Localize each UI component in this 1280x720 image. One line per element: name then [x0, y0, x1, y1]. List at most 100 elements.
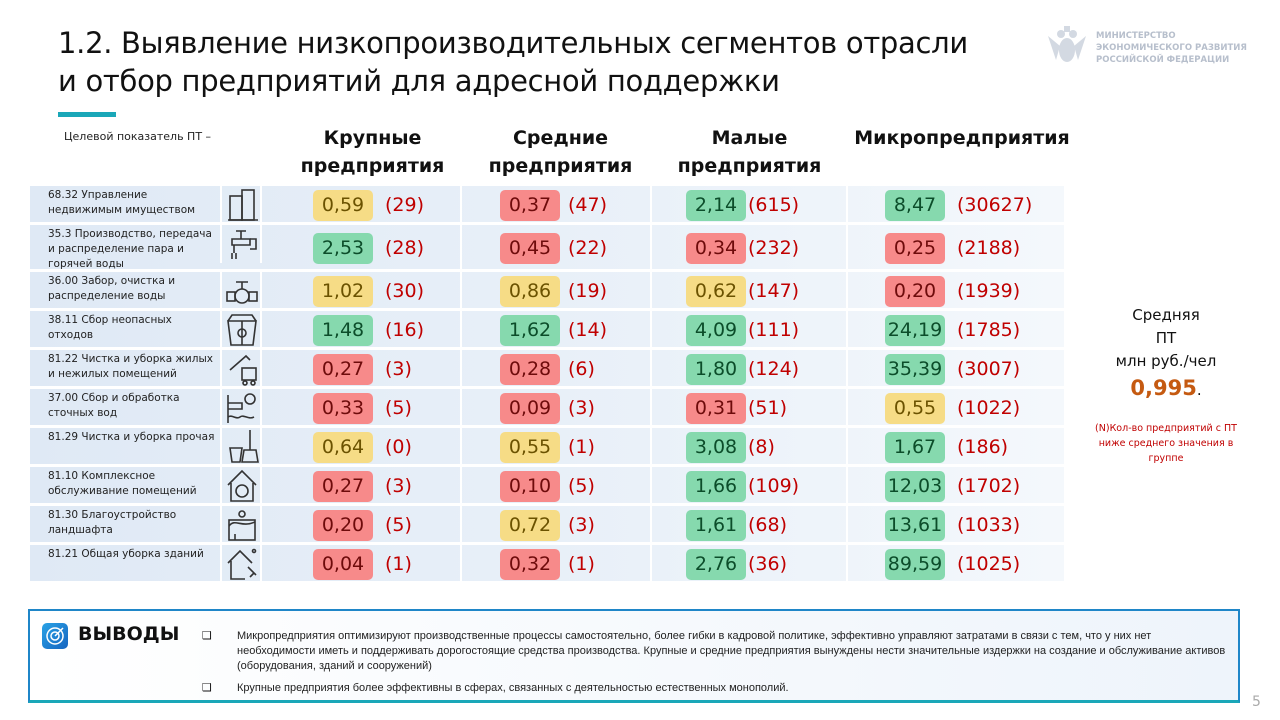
conclusions-title: ВЫВОДЫ	[78, 623, 180, 645]
column-divider	[460, 428, 462, 464]
enterprise-count: (109)	[748, 475, 800, 497]
column-header-micro: Микропредприятия	[854, 127, 1070, 149]
steam-faucet-icon	[220, 225, 262, 263]
productivity-value: 0,32	[500, 549, 560, 580]
enterprise-count: (186)	[957, 436, 1009, 458]
column-divider	[650, 428, 652, 464]
enterprise-count: (5)	[568, 475, 595, 497]
table-row: 81.22 Чистка и уборка жилых и нежилых по…	[30, 350, 1064, 388]
enterprise-count: (3)	[568, 514, 595, 536]
column-divider	[846, 389, 848, 425]
logo-line-1: МИНИСТЕРСТВО	[1096, 31, 1176, 41]
column-divider	[650, 545, 652, 581]
productivity-value: 2,76	[686, 549, 746, 580]
column-divider	[460, 467, 462, 503]
productivity-value: 35,39	[885, 354, 945, 385]
industry-label: 37.00 Сбор и обработка сточных вод	[48, 392, 180, 419]
house-cleaning-icon	[220, 545, 262, 583]
enterprise-count: (1025)	[957, 553, 1021, 575]
page-number: 5	[1252, 694, 1261, 710]
industry-label: 38.11 Сбор неопасных отходов	[48, 314, 172, 341]
wastewater-icon	[220, 389, 262, 427]
enterprise-count: (1785)	[957, 319, 1021, 341]
industry-label: 36.00 Забор, очистка и распределение вод…	[48, 275, 176, 302]
enterprise-count: (22)	[568, 237, 608, 259]
count-note: (N)Кол-во предприятий с ПТ ниже среднего…	[1095, 423, 1237, 464]
productivity-value: 0,55	[500, 432, 560, 463]
productivity-value: 12,03	[885, 471, 945, 502]
productivity-value: 1,61	[686, 510, 746, 541]
table-row: 68.32 Управление недвижимым имуществом 0,…	[30, 186, 1064, 224]
productivity-value: 0,28	[500, 354, 560, 385]
productivity-value: 0,04	[313, 549, 373, 580]
table-row: 36.00 Забор, очистка и распределение вод…	[30, 272, 1064, 310]
column-divider	[846, 545, 848, 581]
enterprise-count: (124)	[748, 358, 800, 380]
column-divider	[650, 389, 652, 425]
enterprise-count: (3)	[385, 475, 412, 497]
column-divider	[650, 225, 652, 269]
title-line-1: 1.2. Выявление низкопроизводительных сег…	[58, 26, 968, 60]
bucket-broom-icon	[220, 428, 262, 466]
enterprise-count: (1)	[385, 553, 412, 575]
enterprise-count: (16)	[385, 319, 425, 341]
enterprise-count: (30)	[385, 280, 425, 302]
productivity-value: 0,64	[313, 432, 373, 463]
productivity-value: 1,48	[313, 315, 373, 346]
column-divider	[650, 272, 652, 308]
productivity-value: 0,55	[885, 393, 945, 424]
column-divider	[460, 350, 462, 386]
productivity-value: 0,20	[885, 276, 945, 307]
table-row: 81.29 Чистка и уборка прочая 0,64 (0) 0,55 (…	[30, 428, 1064, 466]
landscape-icon	[220, 506, 262, 544]
column-divider	[650, 467, 652, 503]
coat-of-arms-icon	[1048, 26, 1086, 62]
ministry-logo: МИНИСТЕРСТВО ЭКОНОМИЧЕСКОГО РАЗВИТИЯ РОС…	[1046, 26, 1247, 70]
enterprise-count: (3007)	[957, 358, 1021, 380]
table-row: 81.10 Комплексное обслуживание помещений…	[30, 467, 1064, 505]
column-divider	[846, 272, 848, 308]
average-dot: .	[1196, 381, 1202, 399]
column-divider	[460, 272, 462, 308]
column-divider	[460, 389, 462, 425]
productivity-value: 0,20	[313, 510, 373, 541]
column-divider	[846, 506, 848, 542]
productivity-value: 2,53	[313, 233, 373, 264]
buildings-icon	[220, 186, 262, 224]
column-divider	[460, 225, 462, 269]
productivity-value: 0,31	[686, 393, 746, 424]
enterprise-count: (6)	[568, 358, 595, 380]
productivity-value: 0,37	[500, 190, 560, 221]
enterprise-count: (615)	[748, 194, 800, 216]
column-header-medium: Средние предприятия	[488, 127, 633, 177]
column-divider	[650, 186, 652, 222]
productivity-value: 0,59	[313, 190, 373, 221]
average-unit: млн руб./чел	[1115, 352, 1217, 370]
productivity-value: 1,67	[885, 432, 945, 463]
bullet-icon: ❑	[202, 681, 212, 694]
conclusion-item: Крупные предприятия более эффективны в с…	[237, 682, 789, 694]
title-underline	[58, 112, 116, 117]
enterprise-count: (1022)	[957, 397, 1021, 419]
enterprise-count: (8)	[748, 436, 775, 458]
pressure-washer-icon	[220, 350, 262, 388]
table-row: 37.00 Сбор и обработка сточных вод 0,33 (5…	[30, 389, 1064, 427]
enterprise-count: (1)	[568, 436, 595, 458]
industry-label: 81.22 Чистка и уборка жилых и нежилых по…	[48, 353, 213, 380]
page-title: 1.2. Выявление низкопроизводительных сег…	[58, 24, 968, 100]
column-divider	[460, 545, 462, 581]
productivity-value: 89,59	[885, 549, 945, 580]
enterprise-count: (14)	[568, 319, 608, 341]
enterprise-count: (47)	[568, 194, 608, 216]
productivity-value: 8,47	[885, 190, 945, 221]
average-label-1: Средняя	[1132, 306, 1200, 324]
enterprise-count: (29)	[385, 194, 425, 216]
house-service-icon	[220, 467, 262, 505]
industry-label: 81.10 Комплексное обслуживание помещений	[48, 470, 197, 497]
productivity-value: 1,02	[313, 276, 373, 307]
enterprise-count: (1)	[568, 553, 595, 575]
column-divider	[846, 428, 848, 464]
productivity-value: 0,62	[686, 276, 746, 307]
enterprise-count: (3)	[568, 397, 595, 419]
industry-label: 68.32 Управление недвижимым имуществом	[48, 189, 196, 216]
